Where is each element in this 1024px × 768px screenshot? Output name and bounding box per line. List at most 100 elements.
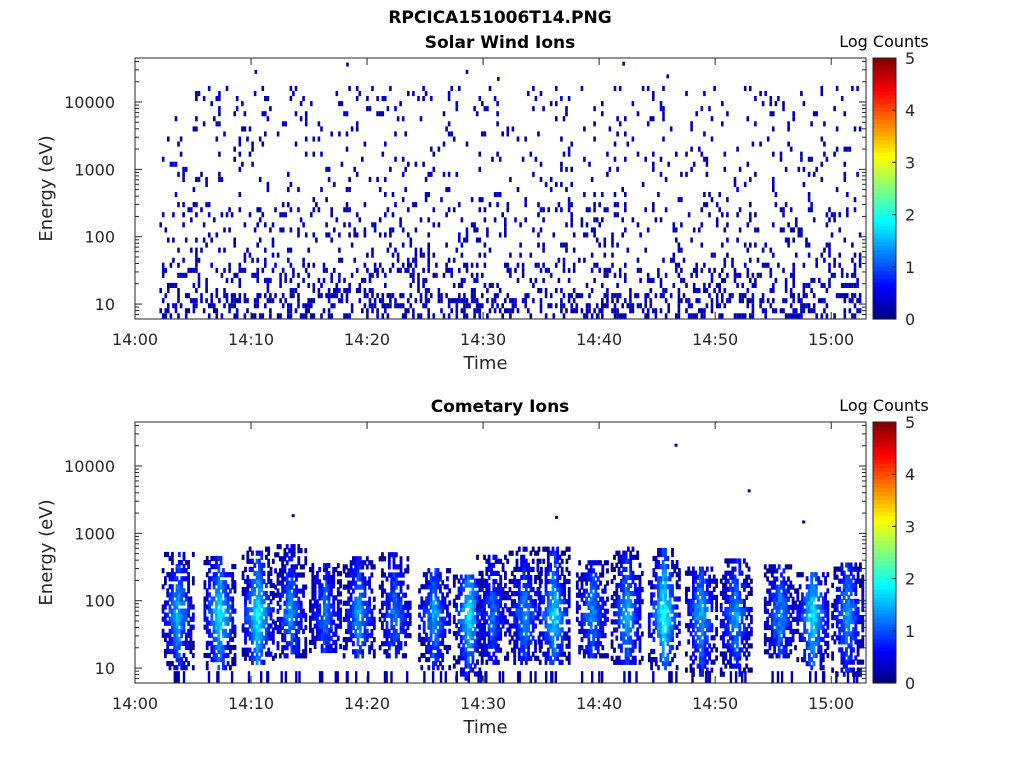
data-cell [325,611,329,617]
data-cell [392,604,396,610]
data-cell [455,171,459,177]
data-cell [258,570,261,576]
data-cell [784,237,788,243]
data-cell [180,661,184,667]
data-cell [208,580,211,586]
data-cell [294,85,298,91]
data-cell [613,659,616,665]
data-cell [292,552,296,558]
data-cell [713,267,716,273]
data-cell [459,639,463,645]
data-cell [784,282,788,288]
data-cell [238,262,242,268]
data-cell [384,282,387,288]
data-cell [255,643,259,649]
data-cell [323,631,326,637]
data-cell [384,192,387,198]
data-cell [567,659,571,665]
data-cell [383,641,387,647]
data-cell [563,574,566,581]
data-cell [565,558,569,564]
data-cell [182,202,185,208]
data-cell [618,293,622,299]
colorbar-segment [873,70,896,75]
data-cell [496,293,499,299]
data-cell [613,313,617,319]
data-cell [549,303,553,309]
data-cell [473,222,476,228]
data-cell [264,111,267,117]
data-cell [497,591,500,597]
data-cell [244,631,247,637]
data-cell [290,596,294,602]
data-cell [311,583,315,589]
data-cell [565,106,568,112]
data-cell [624,619,628,625]
data-cell [627,639,630,645]
data-cell [358,572,362,578]
data-cell [267,558,271,564]
data-cell [741,282,744,288]
data-cell [373,262,377,268]
data-cell [290,624,294,631]
data-cell [352,568,355,574]
data-cell [354,604,358,610]
data-cell [205,644,209,651]
data-cell [327,639,331,645]
data-cell [399,568,403,574]
data-cell [496,303,499,309]
data-cell [383,649,387,655]
data-cell [256,242,259,248]
data-cell [383,572,387,578]
data-cell [195,237,198,243]
data-cell [267,651,271,657]
data-cell [175,628,179,634]
data-cell [222,628,225,634]
data-cell [848,146,852,152]
data-cell [703,192,706,198]
data-cell [215,588,218,594]
data-cell [175,644,179,651]
data-cell [401,156,405,162]
data-cell [527,643,530,649]
data-cell [627,631,630,637]
data-cell [309,639,312,645]
data-cell [372,596,376,602]
data-cell [173,640,177,646]
data-cell [476,623,479,629]
data-cell [687,298,691,304]
data-cell [182,166,185,172]
data-cell [473,614,477,621]
data-cell [302,649,305,655]
data-cell [348,288,351,294]
data-cell [195,202,198,208]
data-cell [195,267,198,273]
data-cell [189,644,193,651]
data-cell [430,146,433,152]
data-cell [329,615,333,621]
data-cell [356,624,360,631]
data-cell [782,227,785,233]
data-cell [764,313,767,319]
data-cell [615,627,619,633]
data-cell [418,612,421,618]
data-cell [292,564,296,570]
data-cell [601,572,605,578]
data-cell [346,671,349,684]
data-cell [473,578,477,584]
data-cell [401,620,405,627]
data-cell [649,288,653,294]
data-cell [751,298,755,304]
data-cell [231,661,235,667]
data-cell [327,308,331,314]
data-cell [603,653,607,659]
data-cell [587,560,591,566]
data-cell [168,665,172,671]
data-cell [537,242,540,248]
data-cell [311,575,315,581]
data-cell [187,596,190,602]
data-cell [483,207,487,213]
data-cell [166,632,170,638]
data-cell [610,566,614,572]
data-cell [177,652,181,659]
